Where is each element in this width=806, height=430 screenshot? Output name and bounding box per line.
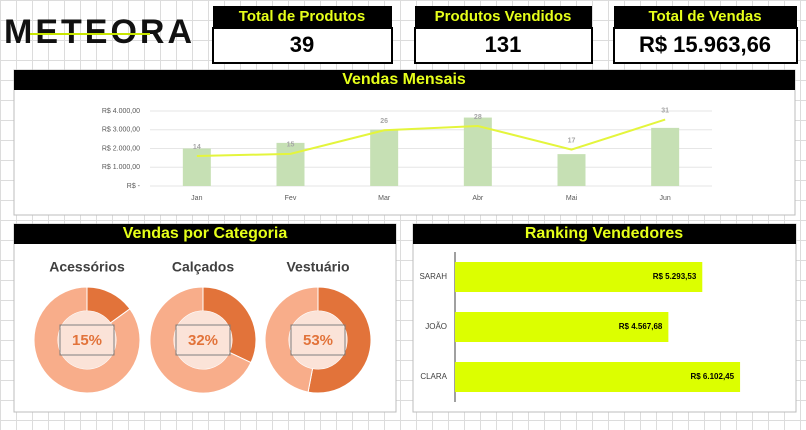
selection-box bbox=[175, 324, 231, 356]
panel-header bbox=[413, 224, 796, 244]
bar bbox=[455, 312, 669, 342]
kpi-box bbox=[212, 27, 393, 64]
y-tick-label: SARAH bbox=[419, 272, 447, 281]
kpi-card: Total de Produtos 39 bbox=[212, 6, 393, 64]
logo: METEORA bbox=[4, 13, 195, 51]
bar bbox=[557, 154, 586, 186]
data-label: 14 bbox=[193, 144, 201, 151]
kpi-label: Produtos Vendidos bbox=[435, 8, 572, 25]
data-label: R$ 6.102,45 bbox=[690, 372, 734, 381]
y-tick-label: R$ 2.000,00 bbox=[102, 145, 140, 152]
x-tick-label: Abr bbox=[472, 195, 484, 202]
kpi-value: 131 bbox=[485, 32, 522, 57]
bar bbox=[455, 262, 703, 292]
kpi-header bbox=[415, 6, 592, 28]
selection-box bbox=[59, 324, 115, 356]
data-label: 28 bbox=[474, 114, 482, 121]
y-tick-label: R$ 1.000,00 bbox=[102, 164, 140, 171]
y-tick-label: R$ - bbox=[127, 183, 141, 190]
panel-title: Vendas Mensais bbox=[342, 71, 466, 88]
bar bbox=[455, 362, 741, 392]
donut-title: Acessórios bbox=[49, 259, 125, 275]
panel-header bbox=[14, 224, 396, 244]
kpi-box bbox=[613, 27, 798, 64]
bar bbox=[276, 142, 305, 186]
panel-title: Ranking Vendedores bbox=[525, 225, 683, 242]
donut-title: Calçados bbox=[172, 259, 234, 275]
y-tick-label: R$ 4.000,00 bbox=[102, 108, 140, 115]
line bbox=[196, 118, 666, 157]
y-tick-label: JOÃO bbox=[425, 322, 447, 331]
kpi-box bbox=[414, 27, 593, 64]
x-tick-label: Mai bbox=[566, 195, 578, 202]
y-tick-label: R$ 3.000,00 bbox=[102, 127, 140, 134]
kpi-value: 39 bbox=[290, 32, 314, 57]
bar bbox=[182, 148, 211, 186]
kpi-label: Total de Vendas bbox=[648, 8, 761, 25]
kpi-header bbox=[213, 6, 392, 28]
kpi-card: Total de Vendas R$ 15.963,66 bbox=[613, 6, 798, 64]
x-tick-label: Jun bbox=[660, 195, 671, 202]
data-label: 53% bbox=[303, 332, 333, 349]
logo-text: METEORA bbox=[4, 13, 195, 51]
data-label: 17 bbox=[568, 137, 576, 144]
data-label: R$ 4.567,68 bbox=[619, 322, 663, 331]
data-label: R$ 5.293,53 bbox=[653, 272, 697, 281]
kpi-value: R$ 15.963,66 bbox=[639, 32, 771, 57]
data-label: 26 bbox=[380, 118, 388, 125]
bar bbox=[370, 129, 399, 186]
x-tick-label: Fev bbox=[285, 195, 297, 202]
data-label: 15 bbox=[287, 142, 295, 149]
bar bbox=[651, 127, 680, 186]
data-label: 32% bbox=[188, 332, 218, 349]
kpi-header bbox=[614, 6, 797, 28]
kpi-card: Produtos Vendidos 131 bbox=[414, 6, 593, 64]
x-tick-label: Mar bbox=[378, 195, 391, 202]
donut-title: Vestuário bbox=[286, 259, 349, 275]
kpi-label: Total de Produtos bbox=[239, 8, 365, 25]
data-label: 31 bbox=[661, 107, 669, 114]
panel-title: Vendas por Categoria bbox=[123, 225, 288, 242]
data-label: 15% bbox=[72, 332, 102, 349]
y-tick-label: CLARA bbox=[420, 372, 447, 381]
x-tick-label: Jan bbox=[191, 195, 202, 202]
selection-box bbox=[290, 324, 346, 356]
panel-header bbox=[14, 70, 795, 90]
